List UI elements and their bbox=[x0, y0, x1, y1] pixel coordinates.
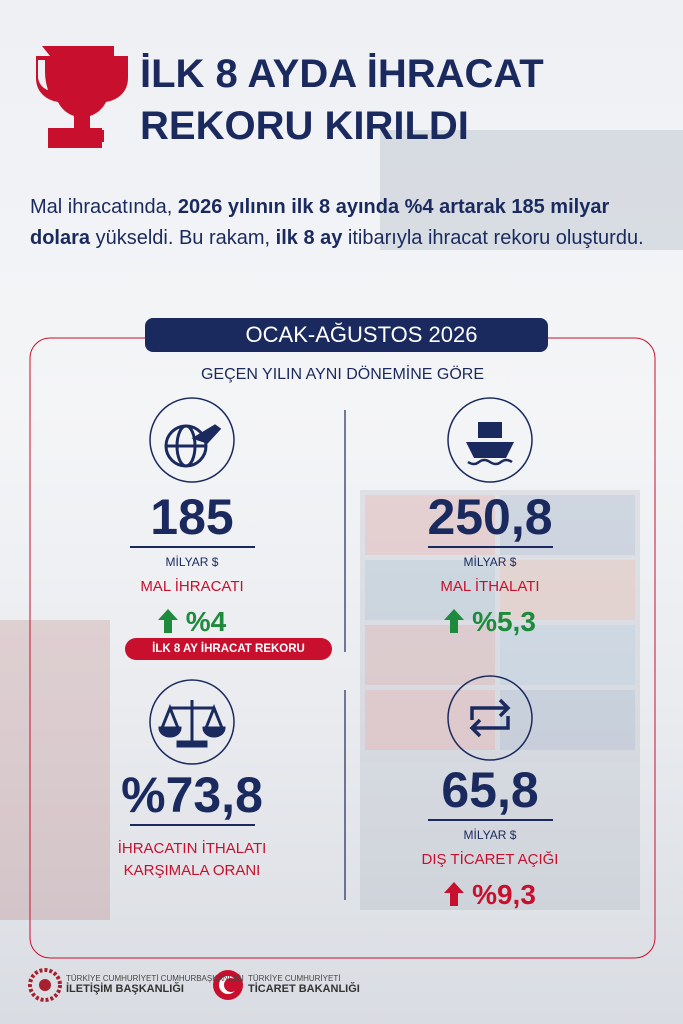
logo-emblems bbox=[28, 968, 243, 1002]
stat-value: 65,8 bbox=[441, 762, 539, 818]
stat-rule bbox=[129, 824, 255, 826]
stat-label-line: MAL İTHALATI bbox=[440, 578, 540, 595]
stat-label-line: MAL İHRACATI bbox=[140, 578, 244, 595]
stat: 250,8 MİLYAR $ MAL İTHALATI %5,3 bbox=[340, 490, 640, 640]
stat-change-value: %5,3 bbox=[472, 606, 536, 637]
stat-change-value: %9,3 bbox=[472, 879, 536, 910]
logo-line: TÜRKİYE CUMHURİYETİ bbox=[248, 974, 341, 983]
intro-segment: yükseldi. Bu rakam, bbox=[90, 227, 276, 249]
period-pill: OCAK-AĞUSTOS 2026 bbox=[145, 318, 548, 352]
ship-icon bbox=[466, 422, 514, 466]
trophy-icon bbox=[36, 46, 128, 148]
stat-label: MAL İHRACATI bbox=[140, 576, 243, 598]
trend-arrow bbox=[444, 882, 465, 906]
logo-line: İLETİŞİM BAŞKANLIĞI bbox=[66, 983, 184, 995]
title-line: REKORU KIRILDI bbox=[140, 104, 469, 148]
stat-label: İHRACATIN İTHALATI KARŞIMALA ORANI bbox=[118, 838, 267, 882]
logo: TÜRKİYE CUMHURİYETİ CUMHURBAŞKANLIĞI İLET… bbox=[66, 974, 244, 995]
logo-line: TÜRKİYE CUMHURİYETİ CUMHURBAŞKANLIĞI bbox=[66, 974, 244, 983]
stat-rule bbox=[129, 546, 255, 548]
badge: İLK 8 AY İHRACAT REKORU bbox=[125, 638, 332, 660]
intro-segment: 2026 yılının ilk 8 ayında %4 artarak 185… bbox=[30, 196, 610, 249]
stat-value: %73,8 bbox=[121, 767, 263, 823]
stat-change: %4 bbox=[157, 604, 227, 640]
icon-circles bbox=[149, 397, 533, 765]
stat-unit: MİLYAR $ bbox=[463, 828, 517, 842]
stat-label: MAL İTHALATI bbox=[440, 576, 539, 598]
stat: 185 MİLYAR $ MAL İHRACATI %4 bbox=[42, 490, 342, 640]
intro-segment: itibarıyla ihracat rekoru oluşturdu. bbox=[342, 227, 644, 249]
globe-icon bbox=[164, 424, 222, 468]
stat-unit: MİLYAR $ bbox=[165, 555, 219, 569]
logo: TÜRKİYE CUMHURİYETİ TİCARET BAKANLIĞI bbox=[248, 974, 360, 995]
intro-segment: Mal ihracatında, bbox=[30, 196, 178, 218]
stat-rule bbox=[427, 546, 553, 548]
stat-change-value: %4 bbox=[185, 606, 227, 637]
stat-change: %9,3 bbox=[444, 877, 536, 913]
period: OCAK-AĞUSTOS 2026 bbox=[245, 322, 478, 347]
port-scene bbox=[0, 130, 683, 920]
stat-label-line: DIŞ TİCARET AÇIĞI bbox=[421, 851, 559, 868]
title-line: İLK 8 AYDA İHRACAT bbox=[140, 52, 544, 96]
logo-line: TİCARET BAKANLIĞI bbox=[248, 983, 360, 995]
stat-change: %5,3 bbox=[444, 604, 536, 640]
stat: %73,8 İHRACATIN İTHALATI KARŞIMALA ORANI bbox=[42, 768, 342, 882]
stat: 65,8 MİLYAR $ DIŞ TİCARET AÇIĞI %9,3 bbox=[340, 763, 640, 913]
stat-rule bbox=[427, 819, 553, 821]
intro-segment: ilk 8 ay bbox=[275, 227, 343, 249]
trend-arrow bbox=[157, 609, 178, 633]
subtitle: GEÇEN YILIN AYNI DÖNEMİNE GÖRE bbox=[200, 366, 485, 383]
stat-value: 185 bbox=[150, 489, 234, 545]
swap-icon bbox=[469, 698, 511, 738]
stat-label-line: İHRACATIN İTHALATI bbox=[117, 840, 267, 857]
trend-arrow bbox=[444, 609, 465, 633]
stat-label-line: KARŞIMALA ORANI bbox=[123, 862, 261, 879]
scales-icon bbox=[158, 700, 226, 748]
stat-label: DIŞ TİCARET AÇIĞI bbox=[422, 849, 559, 871]
stat-unit: MİLYAR $ bbox=[463, 555, 517, 569]
stat-value: 250,8 bbox=[427, 489, 553, 545]
intro: Mal ihracatında, 2026 yılının ilk 8 ayın… bbox=[30, 192, 655, 254]
title: İLK 8 AYDA İHRACAT REKORU KIRILDI bbox=[140, 48, 544, 152]
